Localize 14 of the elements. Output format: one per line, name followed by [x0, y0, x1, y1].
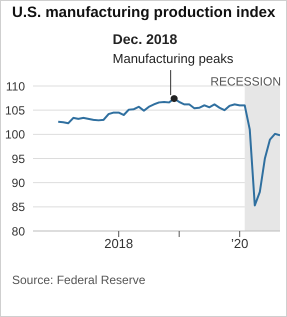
chart-title: U.S. manufacturing production index	[12, 4, 276, 21]
y-tick-label: 110	[6, 79, 26, 94]
y-tick-label: 80	[12, 224, 26, 238]
y-tick-label: 90	[12, 176, 26, 190]
band-label: RECESSION	[210, 74, 281, 89]
x-tick-label: 2018	[104, 236, 134, 252]
x-tick-label: ’20	[230, 236, 248, 252]
y-tick-label: 85	[12, 200, 26, 214]
text: Dec. 2018	[112, 31, 178, 48]
y-tick-label: 105	[4, 103, 26, 118]
y-tick-label: 100	[4, 128, 26, 142]
source-note: Source: Federal Reserve	[12, 273, 146, 287]
y-tick-label: 95	[12, 152, 26, 166]
annotation: Manufacturing peaks	[112, 51, 234, 66]
